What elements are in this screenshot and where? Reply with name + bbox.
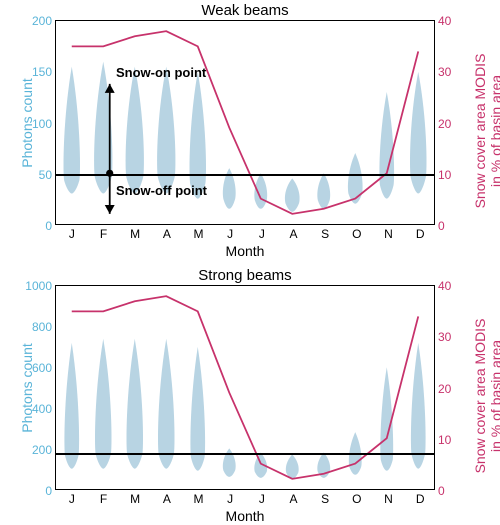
- xtick: M: [130, 227, 140, 241]
- ytick-left: 200: [32, 14, 52, 28]
- ytick-right: 10: [438, 433, 451, 447]
- xtick: M: [194, 492, 204, 506]
- panel-title: Weak beams: [55, 2, 435, 19]
- ylabel-left: Photons count: [19, 63, 35, 183]
- xlabel: Month: [55, 243, 435, 259]
- arrow-head: [105, 205, 115, 214]
- violin: [317, 173, 330, 209]
- violin: [95, 339, 112, 469]
- xtick: F: [100, 492, 107, 506]
- violin: [286, 454, 299, 478]
- panel-0: Weak beams050100150200010203040JFMAMJJAS…: [55, 20, 435, 225]
- xtick: A: [289, 227, 297, 241]
- violin: [158, 339, 175, 469]
- snow-line: [72, 296, 419, 479]
- xtick: S: [321, 227, 329, 241]
- xtick: F: [100, 227, 107, 241]
- violin: [411, 343, 426, 469]
- threshold-line: [56, 174, 434, 176]
- ytick-right: 30: [438, 65, 451, 79]
- xtick: J: [259, 227, 265, 241]
- ytick-left: 1000: [25, 279, 52, 293]
- chart-svg: [56, 21, 434, 224]
- xlabel: Month: [55, 508, 435, 524]
- violin: [64, 343, 79, 469]
- ytick-right: 40: [438, 279, 451, 293]
- violin: [285, 178, 300, 211]
- violin: [254, 173, 267, 209]
- xtick: J: [227, 227, 233, 241]
- ylabel-right: Snow cover area MODISin % of basin area: [472, 46, 500, 216]
- ylabel-right: Snow cover area MODISin % of basin area: [472, 311, 500, 481]
- annotation: Snow-on point: [116, 65, 206, 80]
- xtick: J: [259, 492, 265, 506]
- ytick-right: 0: [438, 484, 445, 498]
- violin: [126, 339, 143, 469]
- xtick: N: [384, 227, 393, 241]
- ytick-right: 20: [438, 117, 451, 131]
- plot-area: 02004006008001000010203040JFMAMJJASOND: [55, 285, 435, 490]
- chart-svg: [56, 286, 434, 489]
- ytick-right: 10: [438, 168, 451, 182]
- violin: [348, 153, 363, 204]
- xtick: A: [289, 492, 297, 506]
- annotation: Snow-off point: [116, 183, 207, 198]
- panel-title: Strong beams: [55, 267, 435, 284]
- xtick: D: [416, 227, 425, 241]
- xtick: J: [69, 492, 75, 506]
- ytick-right: 20: [438, 382, 451, 396]
- xtick: O: [352, 492, 361, 506]
- threshold-line: [56, 453, 434, 455]
- ylabel-left: Photons count: [19, 328, 35, 448]
- panel-1: Strong beams02004006008001000010203040JF…: [55, 285, 435, 490]
- ytick-left: 0: [45, 484, 52, 498]
- xtick: M: [194, 227, 204, 241]
- xtick: D: [416, 492, 425, 506]
- ytick-left: 50: [39, 168, 52, 182]
- xtick: N: [384, 492, 393, 506]
- xtick: O: [352, 227, 361, 241]
- xtick: M: [130, 492, 140, 506]
- ytick-right: 40: [438, 14, 451, 28]
- violin: [189, 72, 206, 199]
- ytick-right: 0: [438, 219, 445, 233]
- plot-area: 050100150200010203040JFMAMJJASONDSnow-on…: [55, 20, 435, 225]
- xtick: S: [321, 492, 329, 506]
- ytick-right: 30: [438, 330, 451, 344]
- ytick-left: 0: [45, 219, 52, 233]
- xtick: A: [163, 492, 171, 506]
- violin: [379, 92, 394, 199]
- xtick: J: [69, 227, 75, 241]
- xtick: A: [163, 227, 171, 241]
- xtick: J: [227, 492, 233, 506]
